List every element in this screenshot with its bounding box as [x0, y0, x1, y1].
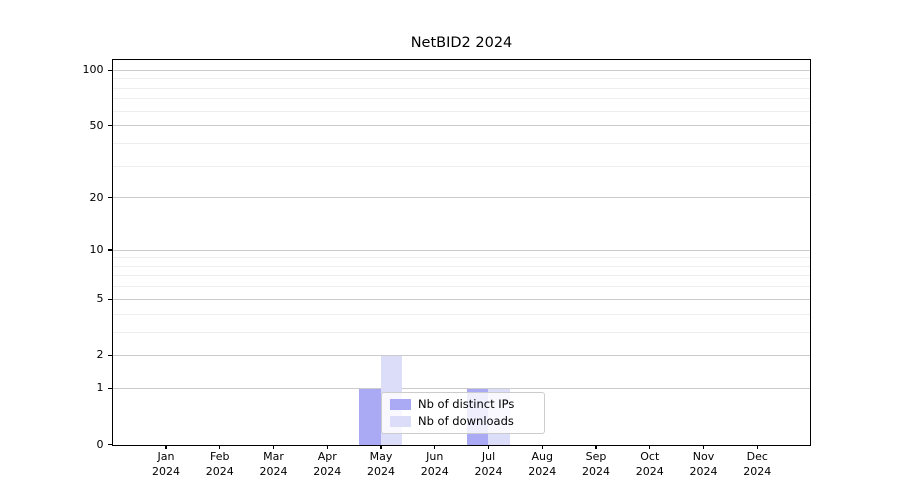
y-tick-label: 10: [89, 243, 104, 257]
y-tick-mark: [108, 387, 113, 389]
y-tick-label: 100: [82, 63, 104, 77]
legend-entry-downloads: Nb of downloads: [390, 415, 536, 428]
x-tick-mark: [380, 444, 382, 449]
y-tick-mark: [108, 69, 113, 71]
gridline-minor: [113, 286, 810, 288]
gridline-major: [113, 249, 810, 251]
gridline-minor: [113, 275, 810, 277]
x-tick-label: Aug 2024: [528, 449, 557, 478]
y-tick-label: 5: [96, 292, 104, 306]
gridline-major: [113, 125, 810, 127]
x-tick-mark: [595, 444, 597, 449]
x-tick-mark: [487, 444, 490, 449]
chart-title: NetBID2 2024: [410, 35, 513, 51]
x-tick-label: Nov 2024: [689, 449, 718, 478]
x-tick-label: Feb 2024: [205, 449, 234, 478]
y-tick-mark: [108, 298, 113, 300]
gridline-major: [113, 387, 810, 389]
gridline-minor: [113, 87, 810, 89]
x-tick-label: Jun 2024: [420, 449, 449, 478]
plot-area: Nb of distinct IPs Nb of downloads: [112, 59, 811, 446]
y-tick-mark: [108, 197, 113, 199]
x-tick-label: Sep 2024: [582, 449, 610, 478]
legend-label-downloads: Nb of downloads: [418, 414, 514, 428]
gridline-minor: [113, 313, 810, 315]
gridline-minor: [113, 257, 810, 259]
y-tick-mark: [108, 249, 113, 251]
x-tick-mark: [702, 444, 705, 449]
gridline-minor: [113, 110, 810, 112]
x-tick-mark: [272, 444, 275, 449]
x-tick-label: Dec 2024: [743, 449, 772, 478]
x-tick-label: Apr 2024: [313, 449, 342, 478]
legend-entry-distinct-ips: Nb of distinct IPs: [390, 398, 536, 411]
x-tick-label: Jul 2024: [474, 449, 503, 478]
gridline-minor: [113, 98, 810, 100]
x-tick-label: May 2024: [367, 449, 395, 478]
x-tick-mark: [326, 444, 328, 449]
x-tick-mark: [165, 444, 167, 449]
gridline-major: [113, 354, 810, 356]
gridline-major: [113, 197, 810, 199]
legend-swatch-distinct-ips: [390, 399, 411, 410]
x-tick-label: Jan 2024: [152, 449, 180, 478]
legend-label-distinct-ips: Nb of distinct IPs: [418, 397, 515, 411]
x-tick-mark: [434, 444, 436, 449]
gridline-minor: [113, 165, 810, 167]
y-tick-label: 2: [96, 348, 104, 362]
gridline-minor: [113, 78, 810, 80]
gridline-minor: [113, 265, 810, 267]
bar-distinct-ips-May: [359, 388, 381, 445]
x-tick-mark: [649, 444, 651, 449]
gridline-major: [113, 298, 810, 300]
gridline-minor: [113, 331, 810, 333]
legend-swatch-downloads: [390, 416, 411, 427]
gridline-major: [113, 69, 810, 71]
y-tick-mark: [108, 125, 113, 127]
x-tick-mark: [541, 444, 543, 449]
y-tick-label: 0: [96, 437, 104, 451]
y-tick-mark: [108, 443, 113, 446]
gridline-minor: [113, 142, 810, 144]
x-tick-label: Mar 2024: [259, 449, 288, 478]
x-tick-mark: [756, 444, 758, 449]
y-tick-label: 20: [89, 190, 104, 204]
legend: Nb of distinct IPs Nb of downloads: [381, 392, 545, 434]
x-tick-mark: [219, 444, 221, 449]
x-tick-label: Oct 2024: [635, 449, 664, 478]
y-tick-label: 50: [89, 118, 104, 132]
y-tick-mark: [108, 354, 113, 356]
y-tick-label: 1: [96, 381, 104, 395]
